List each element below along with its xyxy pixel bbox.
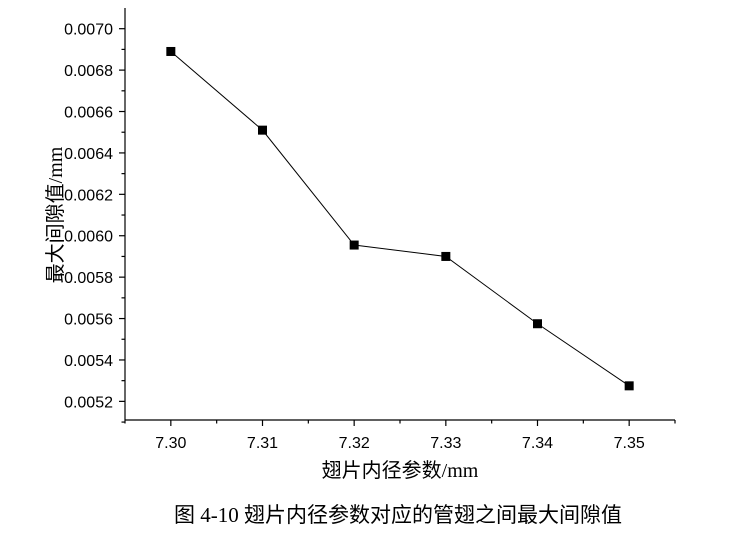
x-tick-label: 7.34 [522, 435, 553, 452]
x-axis-title: 翅片内径参数/mm [322, 459, 479, 482]
x-tick-label: 7.32 [339, 435, 370, 452]
series [166, 46, 634, 391]
y-tick-label: 0.0058 [64, 270, 113, 287]
axes [124, 8, 675, 421]
y-ticks: 0.0052 0.0054 0.0056 0.0058 0.0060 0.0062 0.00… [64, 22, 125, 423]
y-axis-title: 最大间隙值/mm [44, 146, 67, 283]
figure-caption: 图 4-10 翅片内径参数对应的管翅之间最大间隙值 [174, 503, 622, 527]
x-tick-label: 7.31 [247, 435, 278, 452]
series-line [170, 51, 630, 387]
y-tick-label: 0.0054 [64, 353, 113, 370]
x-ticks: 7.30 7.31 7.32 7.33 7.34 7.35 [124, 420, 676, 452]
x-tick-label: 7.35 [614, 435, 645, 452]
y-tick-label: 0.0070 [64, 22, 113, 39]
y-tick-label: 0.0056 [64, 312, 113, 329]
data-point-marker [258, 125, 267, 135]
y-tick-label: 0.0068 [64, 63, 113, 80]
data-point-marker [349, 240, 359, 250]
x-tick-label: 7.33 [430, 435, 461, 452]
data-point-marker [166, 46, 176, 56]
y-tick-label: 0.0052 [64, 394, 113, 411]
data-point-marker [624, 381, 634, 391]
x-tick-label: 7.30 [155, 435, 186, 452]
y-tick-label: 0.0062 [64, 187, 113, 204]
y-tick-label: 0.0064 [64, 146, 113, 163]
y-tick-label: 0.0066 [64, 105, 113, 122]
data-point-marker [533, 319, 542, 329]
data-point-marker [441, 251, 451, 261]
y-tick-label: 0.0060 [64, 229, 113, 246]
